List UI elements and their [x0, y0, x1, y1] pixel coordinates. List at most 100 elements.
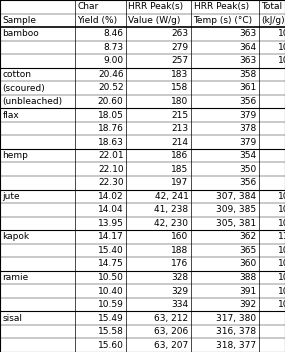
Text: 379: 379 — [239, 111, 256, 120]
Text: 378: 378 — [239, 124, 256, 133]
Text: 213: 213 — [171, 124, 188, 133]
Text: 10.6: 10.6 — [278, 56, 285, 65]
Text: 10.6: 10.6 — [278, 192, 285, 201]
Text: 10.50: 10.50 — [98, 273, 123, 282]
Text: 63, 206: 63, 206 — [154, 327, 188, 336]
Text: 41, 238: 41, 238 — [154, 205, 188, 214]
Text: HRR Peak(s): HRR Peak(s) — [129, 2, 184, 11]
Text: 7.8: 7.8 — [284, 70, 285, 79]
Text: 279: 279 — [171, 43, 188, 52]
Text: 316, 378: 316, 378 — [216, 327, 256, 336]
Text: 10.5: 10.5 — [278, 219, 285, 228]
Text: 15.40: 15.40 — [98, 246, 123, 255]
Text: 9.6: 9.6 — [284, 314, 285, 323]
Text: 214: 214 — [172, 138, 188, 147]
Text: 14.04: 14.04 — [98, 205, 123, 214]
Text: 20.52: 20.52 — [98, 83, 123, 93]
Text: 318, 377: 318, 377 — [216, 341, 256, 350]
Text: 186: 186 — [171, 151, 188, 160]
Text: 176: 176 — [171, 259, 188, 269]
Text: 10.59: 10.59 — [98, 300, 123, 309]
Text: 20.60: 20.60 — [98, 97, 123, 106]
Text: 9.6: 9.6 — [284, 341, 285, 350]
Text: 63, 207: 63, 207 — [154, 341, 188, 350]
Text: 14.75: 14.75 — [98, 259, 123, 269]
Text: 362: 362 — [239, 232, 256, 241]
Text: kapok: kapok — [3, 232, 30, 241]
Text: 7.7: 7.7 — [284, 151, 285, 160]
Text: 63, 212: 63, 212 — [154, 314, 188, 323]
Text: 197: 197 — [171, 178, 188, 187]
Text: 305, 381: 305, 381 — [216, 219, 256, 228]
Text: 14.02: 14.02 — [98, 192, 123, 201]
Text: Char: Char — [78, 2, 99, 11]
Text: 328: 328 — [171, 273, 188, 282]
Text: 10.7: 10.7 — [278, 205, 285, 214]
Text: 8.4: 8.4 — [284, 111, 285, 120]
Text: 8.1: 8.1 — [284, 138, 285, 147]
Text: 360: 360 — [239, 259, 256, 269]
Text: 10.9: 10.9 — [278, 300, 285, 309]
Text: 18.76: 18.76 — [98, 124, 123, 133]
Text: 388: 388 — [239, 273, 256, 282]
Text: 188: 188 — [171, 246, 188, 255]
Text: 361: 361 — [239, 83, 256, 93]
Text: 10.9: 10.9 — [278, 287, 285, 296]
Text: (unbleached): (unbleached) — [3, 97, 63, 106]
Text: 358: 358 — [239, 70, 256, 79]
Text: 18.05: 18.05 — [98, 111, 123, 120]
Text: 363: 363 — [239, 29, 256, 38]
Text: 364: 364 — [239, 43, 256, 52]
Text: 363: 363 — [239, 56, 256, 65]
Text: 365: 365 — [239, 246, 256, 255]
Text: 22.01: 22.01 — [98, 151, 123, 160]
Text: 15.60: 15.60 — [98, 341, 123, 350]
Text: Yield (%): Yield (%) — [78, 16, 118, 25]
Text: 309, 385: 309, 385 — [216, 205, 256, 214]
Text: 10.6: 10.6 — [278, 29, 285, 38]
Text: 391: 391 — [239, 287, 256, 296]
Text: ramie: ramie — [3, 273, 29, 282]
Text: HRR Peak(s): HRR Peak(s) — [194, 2, 249, 11]
Text: jute: jute — [3, 192, 20, 201]
Text: 10.7: 10.7 — [278, 43, 285, 52]
Text: 263: 263 — [171, 29, 188, 38]
Text: 392: 392 — [239, 300, 256, 309]
Text: 8.2: 8.2 — [284, 178, 285, 187]
Text: 10.40: 10.40 — [98, 287, 123, 296]
Text: 9.6: 9.6 — [284, 327, 285, 336]
Text: 14.17: 14.17 — [98, 232, 123, 241]
Text: 8.2: 8.2 — [284, 124, 285, 133]
Text: 15.49: 15.49 — [98, 314, 123, 323]
Text: Sample: Sample — [3, 16, 36, 25]
Text: sisal: sisal — [3, 314, 23, 323]
Text: 356: 356 — [239, 178, 256, 187]
Text: 18.63: 18.63 — [98, 138, 123, 147]
Text: 8.1: 8.1 — [284, 165, 285, 174]
Text: 22.30: 22.30 — [98, 178, 123, 187]
Text: bamboo: bamboo — [3, 29, 39, 38]
Text: Temp (s) (°C): Temp (s) (°C) — [194, 16, 253, 25]
Text: (scoured): (scoured) — [3, 83, 45, 93]
Text: 317, 380: 317, 380 — [216, 314, 256, 323]
Text: 185: 185 — [171, 165, 188, 174]
Text: 158: 158 — [171, 83, 188, 93]
Text: cotton: cotton — [3, 70, 32, 79]
Text: 356: 356 — [239, 97, 256, 106]
Text: 257: 257 — [171, 56, 188, 65]
Text: 7.8: 7.8 — [284, 83, 285, 93]
Text: 42, 230: 42, 230 — [154, 219, 188, 228]
Text: 10.8: 10.8 — [278, 259, 285, 269]
Text: Value (W/g): Value (W/g) — [129, 16, 181, 25]
Text: 160: 160 — [171, 232, 188, 241]
Text: 13.95: 13.95 — [98, 219, 123, 228]
Text: 180: 180 — [171, 97, 188, 106]
Text: 20.46: 20.46 — [98, 70, 123, 79]
Text: 329: 329 — [171, 287, 188, 296]
Text: 354: 354 — [239, 151, 256, 160]
Text: 183: 183 — [171, 70, 188, 79]
Text: 22.10: 22.10 — [98, 165, 123, 174]
Text: Total HR: Total HR — [262, 2, 285, 11]
Text: 7.8: 7.8 — [284, 97, 285, 106]
Text: 8.46: 8.46 — [103, 29, 123, 38]
